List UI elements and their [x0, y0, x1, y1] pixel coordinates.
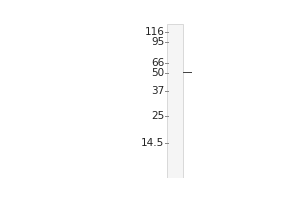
Text: 116: 116 — [144, 27, 164, 37]
Text: 95: 95 — [151, 37, 164, 47]
Text: 50: 50 — [151, 68, 164, 78]
Bar — [167, 24, 183, 178]
Text: 37: 37 — [151, 86, 164, 96]
Text: 14.5: 14.5 — [141, 138, 164, 148]
Text: 66: 66 — [151, 58, 164, 68]
Text: 25: 25 — [151, 111, 164, 121]
Bar — [183, 72, 192, 73]
